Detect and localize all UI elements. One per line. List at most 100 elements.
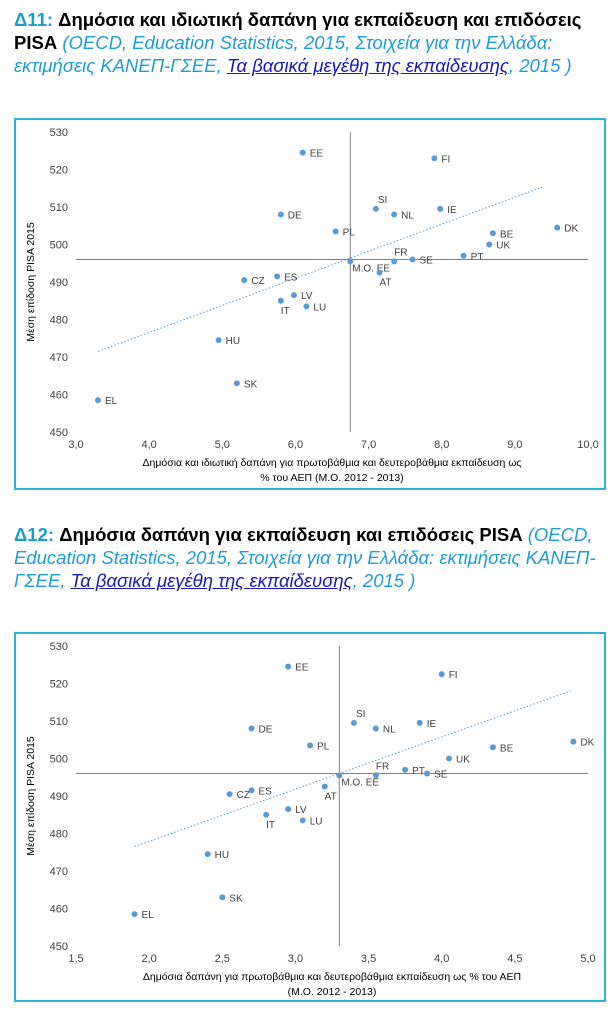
trendline <box>134 690 571 848</box>
data-point <box>303 303 310 310</box>
point-label: BE <box>500 229 514 240</box>
point-label: EL <box>142 910 155 921</box>
y-tick-label: 490 <box>50 277 68 289</box>
data-point <box>431 155 438 162</box>
data-point <box>336 772 343 779</box>
data-point <box>299 817 306 824</box>
x-axis-title: Δημόσια και ιδιωτική δαπάνη για πρωτοβάθ… <box>143 457 522 469</box>
point-label: ES <box>259 786 273 797</box>
data-point <box>277 297 284 304</box>
data-point <box>285 806 292 813</box>
data-point <box>321 783 328 790</box>
chart-panel-d12: 450 460 470 480 490 500 510 520 530 1,5 2,0 2,5 3,0 3… <box>14 632 606 1002</box>
point-label: PL <box>343 227 356 238</box>
figure-heading-d12: Δ12: Δημόσια δαπάνη για εκπαίδευση και ε… <box>14 523 610 592</box>
source-link[interactable]: Τα βασικά μεγέθη της εκπαίδευσης <box>70 570 353 591</box>
point-label: DK <box>580 738 594 749</box>
y-tick-label: 510 <box>50 716 68 728</box>
point-label: SK <box>244 379 258 390</box>
x-axis-title-line2: (Μ.Ο. 2012 - 2013) <box>288 986 377 998</box>
data-point <box>307 742 314 749</box>
data-point <box>372 725 379 732</box>
y-tick-label: 450 <box>50 941 68 953</box>
x-tick-label: 3,5 <box>361 953 376 965</box>
x-tick-label: 8,0 <box>434 439 449 451</box>
data-point <box>215 337 222 344</box>
y-tick-label: 470 <box>50 352 68 364</box>
source-link[interactable]: Τα βασικά μεγέθη της εκπαίδευσης <box>226 55 509 76</box>
y-tick-label: 520 <box>50 679 68 691</box>
point-label: LU <box>310 816 323 827</box>
figure-source: (OECD, Education Statistics, 2015, Στοιχ… <box>14 524 596 591</box>
data-point <box>248 787 255 794</box>
data-point <box>438 671 445 678</box>
scatter-chart-d11: 450 460 470 480 490 500 510 520 530 3,0 4,0 5,0 6,0 7… <box>25 127 599 484</box>
data-point <box>570 738 577 745</box>
point-label: IE <box>427 719 437 730</box>
y-tick-label: 480 <box>50 315 68 327</box>
data-point <box>204 851 211 858</box>
figure-title: Δημόσια δαπάνη για εκπαίδευση και επιδόσ… <box>59 524 523 545</box>
y-tick-label: 500 <box>50 240 68 252</box>
figure-source: (OECD, Education Statistics, 2015, Στοιχ… <box>14 32 553 76</box>
x-tick-label: 3,0 <box>68 439 83 451</box>
point-label: UK <box>496 241 510 252</box>
trendline <box>97 185 545 352</box>
x-tick-label: 4,0 <box>141 439 156 451</box>
data-point <box>437 205 444 212</box>
point-label: PT <box>471 252 484 263</box>
y-tick-label: 520 <box>50 165 68 177</box>
data-point <box>347 258 354 265</box>
point-label: HU <box>226 336 240 347</box>
point-label: CZ <box>237 790 250 801</box>
data-point <box>402 766 409 773</box>
x-tick-label: 5,0 <box>215 439 230 451</box>
x-tick-label: 2,5 <box>215 953 230 965</box>
point-label: EE <box>310 149 324 160</box>
point-label: Μ.Ο. ΕΕ <box>341 777 379 788</box>
figure-source-year: , 2015 ) <box>352 570 416 591</box>
data-point <box>489 744 496 751</box>
data-point <box>131 911 138 918</box>
x-tick-label: 4,5 <box>507 953 522 965</box>
chart-panel-d11: 450 460 470 480 490 500 510 520 530 3,0 4,0 5,0 6,0 7… <box>14 118 606 490</box>
point-label: ES <box>284 272 298 283</box>
data-point <box>372 772 379 779</box>
point-label: AT <box>325 792 337 803</box>
figure-code: Δ12: <box>14 524 55 545</box>
point-label: UK <box>456 755 470 766</box>
data-point <box>391 258 398 265</box>
y-tick-label: 510 <box>50 202 68 214</box>
point-label: SI <box>378 195 387 206</box>
x-tick-label: 4,0 <box>434 953 449 965</box>
x-axis-title: Δημόσια δαπάνη για πρωτοβάθμια και δευτε… <box>143 971 521 983</box>
data-point <box>376 269 383 276</box>
data-point <box>489 230 496 237</box>
x-tick-label: 2,0 <box>141 953 156 965</box>
data-point <box>416 719 423 726</box>
point-label: LU <box>313 302 326 313</box>
y-axis-title: Μέση επίδοση PISA 2015 <box>25 736 37 856</box>
x-axis-title-line2: % του ΑΕΠ (Μ.Ο. 2012 - 2013) <box>260 472 403 484</box>
x-tick-label: 7,0 <box>361 439 376 451</box>
point-label: FR <box>394 247 407 258</box>
data-point <box>332 228 339 235</box>
point-label: SK <box>229 893 243 904</box>
figure-source-year: , 2015 ) <box>508 55 572 76</box>
data-point <box>554 224 561 231</box>
point-label: LV <box>301 291 313 302</box>
data-point <box>391 211 398 218</box>
point-label: IE <box>447 205 457 216</box>
y-tick-label: 530 <box>50 641 68 653</box>
point-label: AT <box>380 278 392 289</box>
point-label: Μ.Ο. ΕΕ <box>352 263 390 274</box>
data-point <box>486 241 493 248</box>
data-point <box>285 663 292 670</box>
data-point <box>460 252 467 259</box>
data-point <box>233 380 240 387</box>
point-label: FI <box>449 670 458 681</box>
point-label: PL <box>317 741 330 752</box>
point-label: PT <box>412 766 425 777</box>
scatter-chart-d12: 450 460 470 480 490 500 510 520 530 1,5 2,0 2,5 3,0 3… <box>25 641 596 998</box>
x-tick-label: 6,0 <box>288 439 303 451</box>
